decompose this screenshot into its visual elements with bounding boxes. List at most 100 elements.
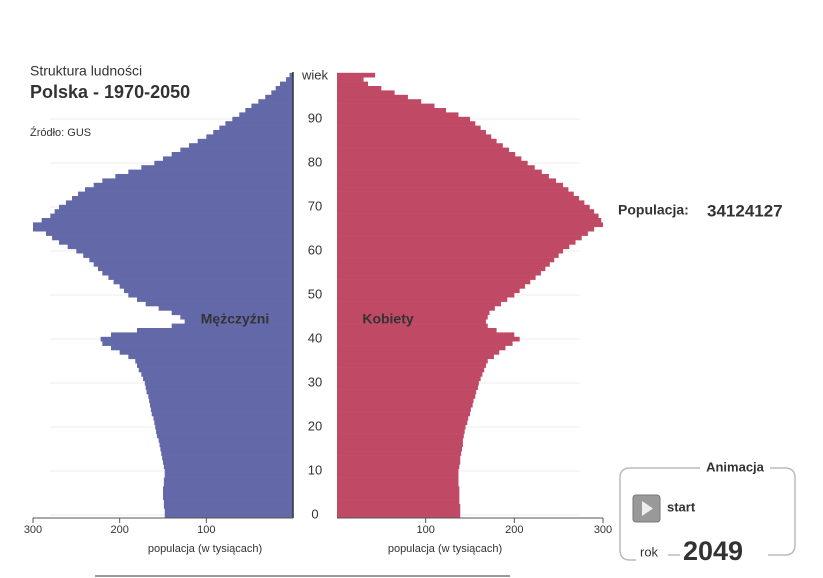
bar xyxy=(128,354,293,360)
bar xyxy=(337,512,461,518)
chart-title: Polska - 1970-2050 xyxy=(30,82,190,102)
bar xyxy=(337,446,463,452)
bar xyxy=(337,99,422,104)
bar xyxy=(171,152,293,157)
bar xyxy=(337,460,461,465)
bar xyxy=(163,460,293,465)
bar xyxy=(337,262,550,267)
bar xyxy=(163,499,293,505)
year-value: 2049 xyxy=(683,536,743,566)
bar xyxy=(337,508,461,514)
bar xyxy=(33,226,293,232)
bar xyxy=(337,235,582,241)
legend-label: Kobiety xyxy=(362,311,414,327)
bar xyxy=(337,116,470,122)
y-tick-label: 0 xyxy=(311,506,318,521)
bar xyxy=(337,464,460,470)
x-tick-label: 300 xyxy=(594,524,612,536)
bar xyxy=(159,442,293,448)
bar xyxy=(162,455,293,461)
bar xyxy=(337,341,513,346)
bar xyxy=(135,358,293,364)
play-icon[interactable] xyxy=(642,501,653,516)
bar xyxy=(337,125,481,131)
bar xyxy=(337,231,588,236)
bar xyxy=(337,253,559,258)
bar xyxy=(76,248,293,254)
bar xyxy=(337,482,459,487)
bar xyxy=(145,385,293,390)
bar xyxy=(158,306,293,311)
bar xyxy=(337,310,490,316)
bar xyxy=(137,363,293,368)
bar xyxy=(337,473,459,478)
bar xyxy=(337,244,570,250)
y-tick-label: 40 xyxy=(308,330,322,345)
bar xyxy=(138,367,293,373)
bar xyxy=(149,398,293,404)
bar xyxy=(337,363,486,368)
start-label[interactable]: start xyxy=(667,499,696,514)
bar xyxy=(65,200,293,206)
bar xyxy=(337,130,486,135)
animation-panel: Animacja start rok 2049 xyxy=(619,459,796,566)
bar xyxy=(337,354,494,360)
plot: 0 10 20 30 40 50 60 70 80 90 Mężczyźni Kobiety 100 10… xyxy=(24,72,612,536)
bar xyxy=(164,512,293,518)
bar xyxy=(155,424,293,430)
bar xyxy=(337,266,546,272)
bar xyxy=(337,196,580,201)
y-tick-label: 90 xyxy=(308,110,322,125)
x-tick-label: 200 xyxy=(110,524,128,536)
bar xyxy=(163,477,293,483)
bar xyxy=(271,90,293,96)
bar xyxy=(337,178,557,184)
x-axis-label: populacja (w tysiącach) xyxy=(388,543,502,555)
bar xyxy=(337,121,476,126)
bar xyxy=(337,407,471,412)
bar xyxy=(119,350,294,355)
bar xyxy=(337,103,435,109)
bar xyxy=(154,420,293,426)
bar xyxy=(156,429,293,434)
bar xyxy=(119,284,294,289)
bar xyxy=(337,438,463,443)
bar xyxy=(41,218,293,223)
bar xyxy=(337,165,535,170)
bar xyxy=(337,174,549,179)
bar xyxy=(337,213,599,219)
bar xyxy=(197,138,293,144)
bar xyxy=(280,81,293,87)
bar xyxy=(151,411,293,417)
bar xyxy=(225,121,293,126)
bar xyxy=(337,160,528,166)
bar xyxy=(337,451,462,456)
x-axis-label: populacja (w tysiącach) xyxy=(148,543,262,555)
bar xyxy=(232,116,293,122)
bar xyxy=(337,81,369,87)
bar xyxy=(154,160,293,166)
y-tick-label: 30 xyxy=(308,374,322,389)
bar xyxy=(337,191,574,197)
bar xyxy=(337,279,531,285)
play-button[interactable] xyxy=(632,494,661,523)
bar xyxy=(163,486,293,492)
bar xyxy=(286,77,293,82)
chart-subtitle: Struktura ludności xyxy=(30,63,142,79)
bar xyxy=(115,174,293,179)
bar xyxy=(219,125,293,131)
bar xyxy=(337,416,469,421)
bar xyxy=(171,323,293,329)
bar xyxy=(52,235,293,241)
bar xyxy=(59,240,293,245)
bar xyxy=(337,420,468,426)
bar xyxy=(337,358,488,364)
bar xyxy=(337,398,474,404)
bar xyxy=(164,468,293,474)
bar xyxy=(150,407,293,412)
bar xyxy=(108,275,294,280)
bar xyxy=(180,147,293,153)
bar xyxy=(128,169,293,175)
bar xyxy=(137,297,293,302)
